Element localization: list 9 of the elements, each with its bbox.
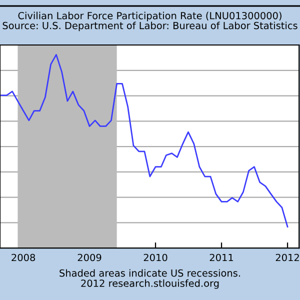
x-tick-label: 2008 (12, 254, 36, 262)
chart-subtitle: Source: U.S. Department of Labor: Bureau of Labor Statistics (2, 22, 298, 32)
x-tick-label: 2011 (210, 254, 233, 262)
x-tick-label: 2010 (144, 254, 168, 262)
x-tick-label: 2009 (78, 254, 102, 262)
x-tick-label: 2012 (276, 254, 299, 262)
chart-title: Civilian Labor Force Participation Rate (LNU01300000) (18, 12, 282, 22)
text: Shaded areas indicate US recessions. (60, 269, 240, 277)
text: 2012 research.stlouisfed.org (81, 279, 219, 289)
